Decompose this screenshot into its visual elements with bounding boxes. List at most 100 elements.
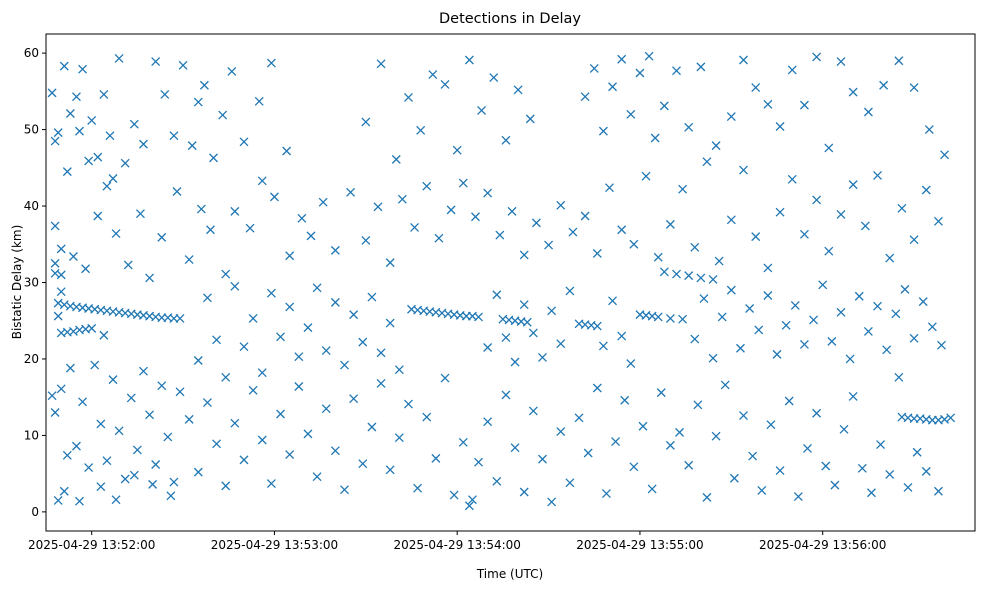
data-point-x-marker [84, 463, 94, 472]
data-point-x-marker [129, 470, 139, 480]
data-point-x-marker [525, 114, 535, 124]
data-point-x-marker [745, 304, 755, 313]
data-point-x-marker [583, 448, 593, 458]
data-point-x-marker [102, 181, 112, 191]
data-point-x-marker [413, 483, 423, 493]
data-point-x-marker [376, 378, 386, 388]
data-point-x-marker [178, 60, 188, 70]
data-point-x-marker [404, 93, 413, 102]
data-point-x-marker [108, 375, 118, 385]
data-point-x-marker [96, 419, 106, 429]
data-point-x-marker [50, 408, 60, 417]
data-point-x-marker [644, 51, 654, 61]
data-point-x-marker [248, 313, 258, 323]
data-point-x-marker [711, 141, 721, 151]
data-point-x-marker [230, 418, 240, 428]
data-point-x-marker [193, 467, 203, 477]
data-point-x-marker [836, 209, 846, 219]
data-point-x-marker [464, 55, 474, 65]
data-point-x-marker [927, 322, 937, 332]
data-point-x-marker [376, 348, 386, 358]
data-point-x-marker [230, 206, 240, 216]
data-point-x-marker [580, 211, 590, 221]
data-point-x-marker [266, 58, 276, 68]
y-tick-label: 30 [24, 276, 39, 290]
data-point-x-marker [839, 424, 849, 434]
data-point-x-marker [589, 63, 599, 73]
data-point-x-marker [699, 294, 709, 304]
data-point-x-marker [726, 285, 736, 295]
data-point-x-marker [763, 99, 773, 109]
data-point-x-marker [598, 341, 608, 351]
data-point-x-marker [781, 320, 791, 330]
data-point-x-marker [696, 273, 706, 283]
data-point-x-marker [629, 462, 639, 472]
data-point-x-marker [99, 89, 109, 99]
data-point-x-marker [120, 158, 130, 168]
data-point-x-marker [367, 292, 377, 302]
data-point-x-marker [531, 218, 541, 228]
data-point-x-marker [394, 365, 404, 375]
x-tick-label: 2025-04-29 13:56:00 [759, 538, 886, 552]
data-point-x-marker [647, 484, 657, 494]
data-point-x-marker [56, 287, 66, 297]
data-point-x-marker [693, 400, 703, 410]
data-point-x-marker [145, 273, 155, 283]
data-point-x-marker [885, 253, 895, 263]
data-point-x-marker [696, 62, 706, 72]
data-point-x-marker [474, 457, 483, 467]
data-point-x-marker [373, 202, 383, 212]
y-tick-label: 10 [24, 428, 39, 442]
data-point-x-marker [196, 204, 206, 214]
data-point-x-marker [863, 107, 873, 117]
data-point-x-marker [53, 128, 63, 138]
data-point-x-marker [321, 346, 331, 356]
data-point-x-marker [909, 333, 919, 343]
data-point-x-marker [483, 188, 493, 198]
data-point-x-marker [404, 399, 413, 409]
data-point-x-marker [675, 427, 685, 437]
data-point-x-marker [385, 465, 395, 475]
x-tick-label: 2025-04-29 13:54:00 [393, 538, 520, 552]
data-point-x-marker [75, 496, 84, 506]
data-point-x-marker [620, 395, 630, 405]
data-point-x-marker [483, 417, 493, 427]
data-point-x-marker [139, 139, 148, 149]
data-point-x-marker [269, 192, 279, 202]
data-point-x-marker [751, 232, 761, 242]
data-point-x-marker [726, 112, 736, 122]
data-point-x-marker [937, 340, 946, 350]
data-point-x-marker [885, 469, 895, 479]
data-point-x-marker [592, 383, 602, 393]
data-point-x-marker [921, 466, 931, 476]
data-point-x-marker [50, 136, 60, 146]
data-point-x-marker [367, 422, 377, 432]
data-point-x-marker [818, 280, 828, 290]
data-point-x-marker [684, 122, 694, 132]
data-point-x-marker [169, 131, 179, 141]
data-point-x-marker [148, 479, 158, 489]
data-point-x-marker [690, 242, 700, 252]
data-point-x-marker [90, 360, 100, 370]
y-tick-label: 0 [31, 505, 39, 519]
data-point-x-marker [650, 133, 660, 143]
data-point-x-marker [608, 296, 617, 306]
data-point-x-marker [799, 100, 809, 110]
data-point-x-marker [672, 269, 681, 279]
data-point-x-marker [297, 213, 307, 223]
data-point-x-marker [330, 245, 340, 255]
data-point-x-marker [787, 174, 797, 184]
data-point-x-marker [857, 463, 867, 473]
data-point-x-marker [824, 246, 834, 256]
data-point-x-marker [809, 315, 819, 325]
data-point-x-marker [827, 336, 837, 346]
data-point-x-marker [501, 390, 511, 400]
data-point-x-marker [105, 131, 115, 141]
data-point-x-marker [440, 80, 450, 89]
data-point-x-marker [282, 146, 292, 156]
data-point-x-marker [574, 413, 584, 423]
data-point-x-marker [175, 387, 185, 397]
data-point-x-marker [139, 366, 148, 376]
